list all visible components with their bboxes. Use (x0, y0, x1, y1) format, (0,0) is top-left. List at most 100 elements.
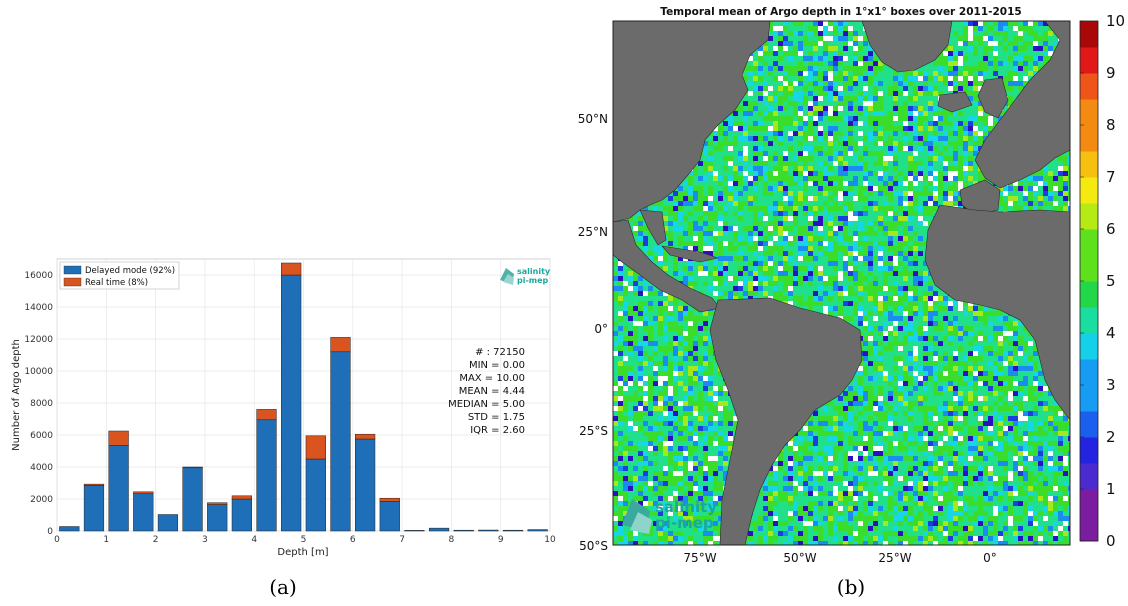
map-cell (723, 251, 728, 256)
map-cell (953, 176, 958, 181)
map-cell (728, 151, 733, 156)
map-cell (1053, 181, 1058, 186)
map-cell (883, 266, 888, 271)
map-cell (933, 96, 938, 101)
map-cell (798, 271, 803, 276)
map-cell (613, 266, 618, 271)
map-cell (628, 301, 633, 306)
map-cell (893, 126, 898, 131)
map-cell (923, 191, 928, 196)
map-cell (928, 206, 933, 211)
map-cell (928, 216, 933, 221)
map-cell (653, 261, 658, 266)
map-cell (693, 241, 698, 246)
map-cell (838, 91, 843, 96)
map-cell (753, 71, 758, 76)
map-cell (833, 156, 838, 161)
map-cell (753, 131, 758, 136)
map-cell (738, 126, 743, 131)
map-cell (853, 146, 858, 151)
map-cell (963, 161, 968, 166)
map-cell (833, 66, 838, 71)
map-cell (938, 291, 943, 296)
map-cell (848, 201, 853, 206)
map-cell (968, 96, 973, 101)
map-cell (773, 156, 778, 161)
map-cell (618, 301, 623, 306)
map-cell (833, 121, 838, 126)
map-cell (798, 231, 803, 236)
map-cell (758, 171, 763, 176)
map-cell (1003, 71, 1008, 76)
map-cell (913, 296, 918, 301)
map-cell (763, 126, 768, 131)
map-cell (968, 56, 973, 61)
map-cell (808, 76, 813, 81)
stat-std: STD = 1.75 (468, 412, 525, 423)
map-cell (623, 271, 628, 276)
map-cell (683, 181, 688, 186)
map-cell (878, 81, 883, 86)
map-cell (833, 221, 838, 226)
map-cell (853, 66, 858, 71)
map-cell (953, 136, 958, 141)
map-cell (833, 261, 838, 266)
map-cell (738, 116, 743, 121)
map-cell (838, 41, 843, 46)
map-cell (793, 131, 798, 136)
map-cell (903, 256, 908, 261)
map-cell (713, 286, 718, 291)
map-cell (958, 26, 963, 31)
map-cell (818, 286, 823, 291)
map-cell (993, 31, 998, 36)
map-cell (828, 91, 833, 96)
map-cell (738, 216, 743, 221)
map-cell (873, 206, 878, 211)
map-cell (828, 226, 833, 231)
map-cell (683, 196, 688, 201)
map-cell (1028, 196, 1033, 201)
map-cell (1018, 201, 1023, 206)
map-cell (808, 221, 813, 226)
map-cell (993, 61, 998, 66)
y-tick-label: 4000 (30, 463, 53, 473)
map-cell (1043, 36, 1048, 41)
map-cell (728, 176, 733, 181)
map-cell (968, 66, 973, 71)
map-cell (853, 171, 858, 176)
map-cell (918, 196, 923, 201)
map-cell (918, 256, 923, 261)
map-cell (688, 231, 693, 236)
map-cell (788, 41, 793, 46)
map-cell (783, 131, 788, 136)
salinity-logo-small: salinity pi-mep (500, 267, 551, 285)
map-cell (913, 261, 918, 266)
map-cell (823, 291, 828, 296)
map-cell (868, 166, 873, 171)
map-cell (873, 246, 878, 251)
map-cell (878, 71, 883, 76)
map-cell (878, 176, 883, 181)
map-cell (708, 216, 713, 221)
map-cell (1048, 36, 1053, 41)
map-cell (723, 286, 728, 291)
map-cell (818, 221, 823, 226)
map-cell (803, 291, 808, 296)
map-cell (783, 261, 788, 266)
map-cell (753, 291, 758, 296)
map-cell (913, 276, 918, 281)
map-cell (1063, 191, 1068, 196)
map-cell (1023, 51, 1028, 56)
map-cell (808, 276, 813, 281)
map-cell (803, 66, 808, 71)
map-cell (823, 196, 828, 201)
map-cell (973, 96, 978, 101)
map-cell (883, 161, 888, 166)
map-cell (678, 206, 683, 211)
map-cell (1023, 71, 1028, 76)
map-cell (838, 246, 843, 251)
map-cell (848, 111, 853, 116)
map-cell (748, 276, 753, 281)
map-cell (728, 141, 733, 146)
map-cell (738, 196, 743, 201)
